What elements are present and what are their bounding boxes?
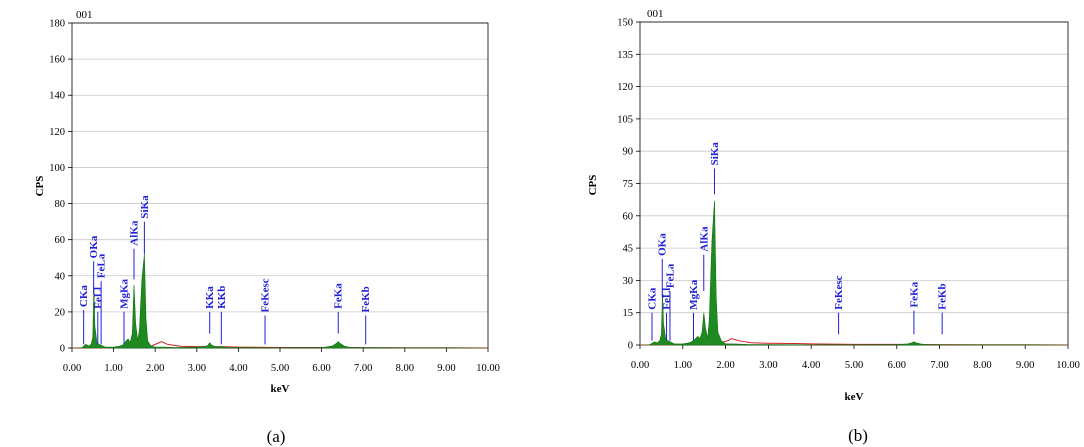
y-tick-label: 135 <box>617 50 633 61</box>
element-marker-label: OKa <box>88 235 100 258</box>
y-tick-label: 140 <box>49 91 65 102</box>
y-tick-label: 60 <box>55 235 66 246</box>
y-tick-label: 120 <box>49 127 65 138</box>
element-marker-label: AlKa <box>128 220 140 246</box>
x-tick-label: 3.00 <box>759 360 777 371</box>
y-tick-label: 150 <box>617 18 633 29</box>
element-marker-label: FeKa <box>908 281 920 307</box>
element-marker-label: SiKa <box>139 195 151 219</box>
panel-label: 001 <box>76 9 93 21</box>
element-marker-label: CKa <box>646 287 658 310</box>
x-tick-label: 9.00 <box>1016 360 1034 371</box>
element-marker-label: MgKa <box>688 279 700 309</box>
x-tick-label: 8.00 <box>396 363 414 374</box>
x-tick-label: 7.00 <box>930 360 948 371</box>
x-tick-label: 7.00 <box>354 363 372 374</box>
x-tick-label: 5.00 <box>845 360 863 371</box>
x-tick-label: 8.00 <box>973 360 991 371</box>
y-tick-label: 90 <box>623 147 634 158</box>
y-tick-label: 75 <box>623 179 634 190</box>
element-marker-label: SiKa <box>709 142 721 166</box>
y-axis-label: CPS <box>587 175 599 196</box>
element-marker-label: FeLl <box>92 287 104 309</box>
element-marker-label: MgKa <box>119 278 131 308</box>
x-tick-label: 5.00 <box>271 363 289 374</box>
y-tick-label: 180 <box>49 19 65 30</box>
x-tick-label: 4.00 <box>802 360 820 371</box>
x-tick-label: 1.00 <box>674 360 692 371</box>
panel-caption: (b) <box>848 426 868 445</box>
x-tick-label: 0.00 <box>63 363 81 374</box>
element-marker-label: FeLa <box>664 263 676 288</box>
y-tick-label: 30 <box>623 276 634 287</box>
element-marker-label: FeKesc <box>260 278 272 312</box>
spectrum-area <box>72 254 489 349</box>
y-axis-label: CPS <box>34 176 46 197</box>
y-tick-label: 45 <box>623 244 634 255</box>
y-tick-label: 105 <box>617 114 633 125</box>
x-axis-label: keV <box>845 391 864 403</box>
y-tick-label: 160 <box>49 55 65 66</box>
x-tick-label: 9.00 <box>437 363 455 374</box>
element-marker-label: FeKa <box>333 283 345 309</box>
x-tick-label: 10.00 <box>1056 360 1080 371</box>
x-tick-label: 10.00 <box>476 363 500 374</box>
x-tick-label: 1.00 <box>104 363 122 374</box>
element-marker-label: FeLl <box>661 288 673 310</box>
spectrum-area <box>640 200 1069 346</box>
x-tick-label: 2.00 <box>716 360 734 371</box>
element-marker-label: FeKesc <box>833 275 845 309</box>
x-tick-label: 0.00 <box>631 360 649 371</box>
y-tick-label: 15 <box>623 308 634 319</box>
x-axis-label: keV <box>271 383 290 395</box>
x-tick-label: 6.00 <box>312 363 330 374</box>
y-tick-label: 120 <box>617 82 633 93</box>
panel-caption: (a) <box>267 427 286 446</box>
y-tick-label: 80 <box>55 199 66 210</box>
x-tick-label: 3.00 <box>188 363 206 374</box>
element-marker-label: CKa <box>78 285 90 308</box>
y-tick-label: 60 <box>623 211 634 222</box>
element-marker-label: FeLa <box>96 253 108 278</box>
y-tick-label: 40 <box>55 271 66 282</box>
y-tick-label: 0 <box>60 344 65 355</box>
element-marker-label: FeKb <box>937 283 949 309</box>
element-marker-label: OKa <box>657 233 669 256</box>
chart-panel-b: 0 15 30 45 60 75 90 105 120 135 150 0.00 1.00 2.00 3.0… <box>587 8 1080 445</box>
element-marker-label: KKb <box>216 286 228 309</box>
x-tick-label: 2.00 <box>146 363 164 374</box>
y-tick-label: 20 <box>55 307 66 318</box>
element-marker-label: FeKb <box>360 286 372 312</box>
element-marker-label: KKa <box>204 286 216 309</box>
x-tick-label: 6.00 <box>888 360 906 371</box>
y-tick-label: 0 <box>628 341 633 352</box>
chart-panel-a: 0 20 40 60 80 100 120 140 160 180 0.00 1.00 2.00 3.00… <box>34 9 500 446</box>
element-marker-label: AlKa <box>698 226 710 252</box>
x-tick-label: 4.00 <box>229 363 247 374</box>
y-tick-label: 100 <box>49 163 65 174</box>
panel-label: 001 <box>647 8 664 20</box>
